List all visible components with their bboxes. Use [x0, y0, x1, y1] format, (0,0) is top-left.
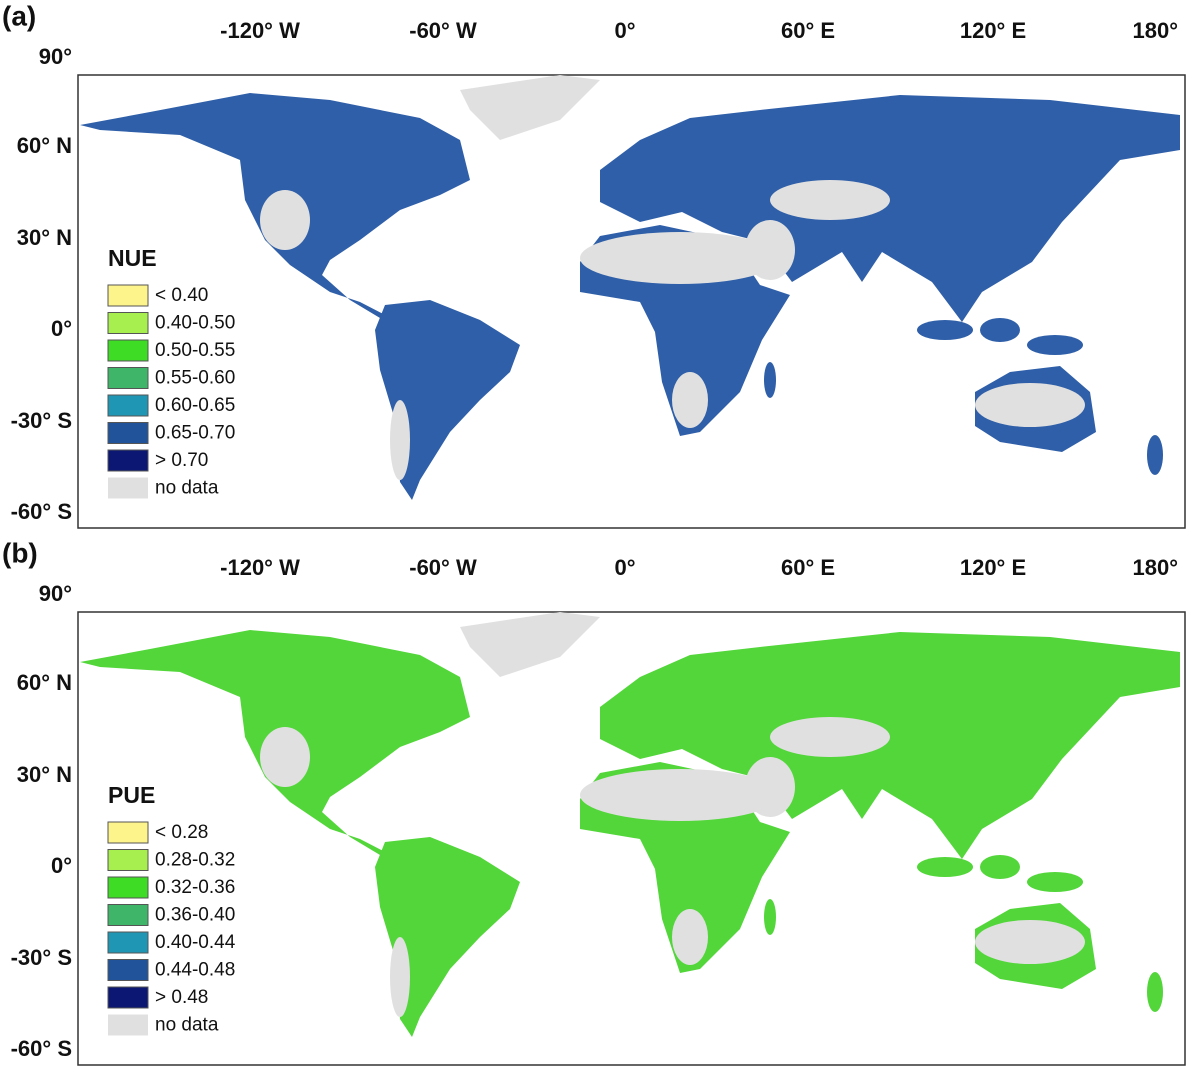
longitude-label: -60° W [409, 18, 477, 43]
longitude-label: 0° [614, 555, 635, 580]
longitude-label: 180° [1132, 555, 1178, 580]
legend-label: 0.36-0.40 [155, 905, 235, 926]
legend-swatch [107, 931, 149, 954]
legend-swatch [107, 849, 149, 871]
latitude-label: 90° [39, 44, 72, 69]
legend-label: 0.55-0.60 [155, 368, 235, 389]
longitude-label: -60° W [409, 555, 477, 580]
latitude-label: -30° S [11, 408, 72, 433]
latitude-label: -60° S [11, 1036, 72, 1061]
longitude-label: 60° E [781, 18, 835, 43]
legend-label: no data [155, 478, 219, 499]
latitude-label: 60° N [17, 133, 72, 158]
legend-label: > 0.70 [155, 450, 208, 471]
map-panel: (a) -120° W -60° W 0° 60° E 120° E 180° 90° 60° … [2, 0, 1186, 529]
legend-label: > 0.48 [155, 987, 208, 1008]
legend-title: PUE [108, 782, 155, 808]
legend-swatch [107, 312, 149, 334]
legend-label: 0.40-0.50 [155, 313, 235, 334]
legend-label: 0.32-0.36 [155, 877, 235, 898]
longitude-label: 120° E [960, 18, 1026, 43]
legend-label: < 0.28 [155, 822, 208, 843]
legend-swatch [107, 422, 149, 444]
legend-label: 0.40-0.44 [155, 932, 236, 953]
legend-swatch [107, 904, 149, 926]
latitude-label: 90° [39, 581, 72, 606]
legend-label: < 0.40 [155, 285, 208, 306]
legend-swatch [107, 367, 149, 389]
legend-label: 0.65-0.70 [155, 423, 235, 444]
longitude-label: 60° E [781, 555, 835, 580]
longitude-label: 0° [614, 18, 635, 43]
legend-swatch [107, 986, 149, 1009]
legend-swatch [107, 394, 149, 417]
legend-swatch [107, 959, 149, 981]
panels: (a) -120° W -60° W 0° 60° E 120° E 180° 90° 60° … [2, 0, 1186, 1066]
legend-swatch [107, 284, 149, 307]
longitude-label: 180° [1132, 18, 1178, 43]
legend-swatch [107, 821, 149, 844]
legend-label: 0.28-0.32 [155, 850, 235, 871]
legend-label: no data [155, 1015, 219, 1036]
legend-swatch [108, 477, 148, 499]
latitude-label: -60° S [11, 499, 72, 524]
latitude-label: 30° N [17, 225, 72, 250]
legend-swatch [107, 876, 149, 899]
legend-label: 0.50-0.55 [155, 340, 235, 361]
panel-label: (a) [2, 0, 36, 31]
latitude-label: -30° S [11, 945, 72, 970]
latitude-label: 0° [51, 853, 72, 878]
longitude-label: -120° W [220, 18, 300, 43]
legend-label: 0.60-0.65 [155, 395, 235, 416]
latitude-label: 0° [51, 316, 72, 341]
latitude-label: 30° N [17, 762, 72, 787]
longitude-label: 120° E [960, 555, 1026, 580]
map-panel: (b) -120° W -60° W 0° 60° E 120° E 180° 90° 60° … [2, 537, 1186, 1066]
panel-label: (b) [2, 537, 38, 568]
legend-swatch [108, 1014, 148, 1036]
legend-swatch [107, 449, 149, 472]
legend-label: 0.44-0.48 [155, 960, 235, 981]
legend-swatch [107, 339, 149, 362]
latitude-label: 60° N [17, 670, 72, 695]
longitude-label: -120° W [220, 555, 300, 580]
legend-title: NUE [108, 245, 157, 271]
